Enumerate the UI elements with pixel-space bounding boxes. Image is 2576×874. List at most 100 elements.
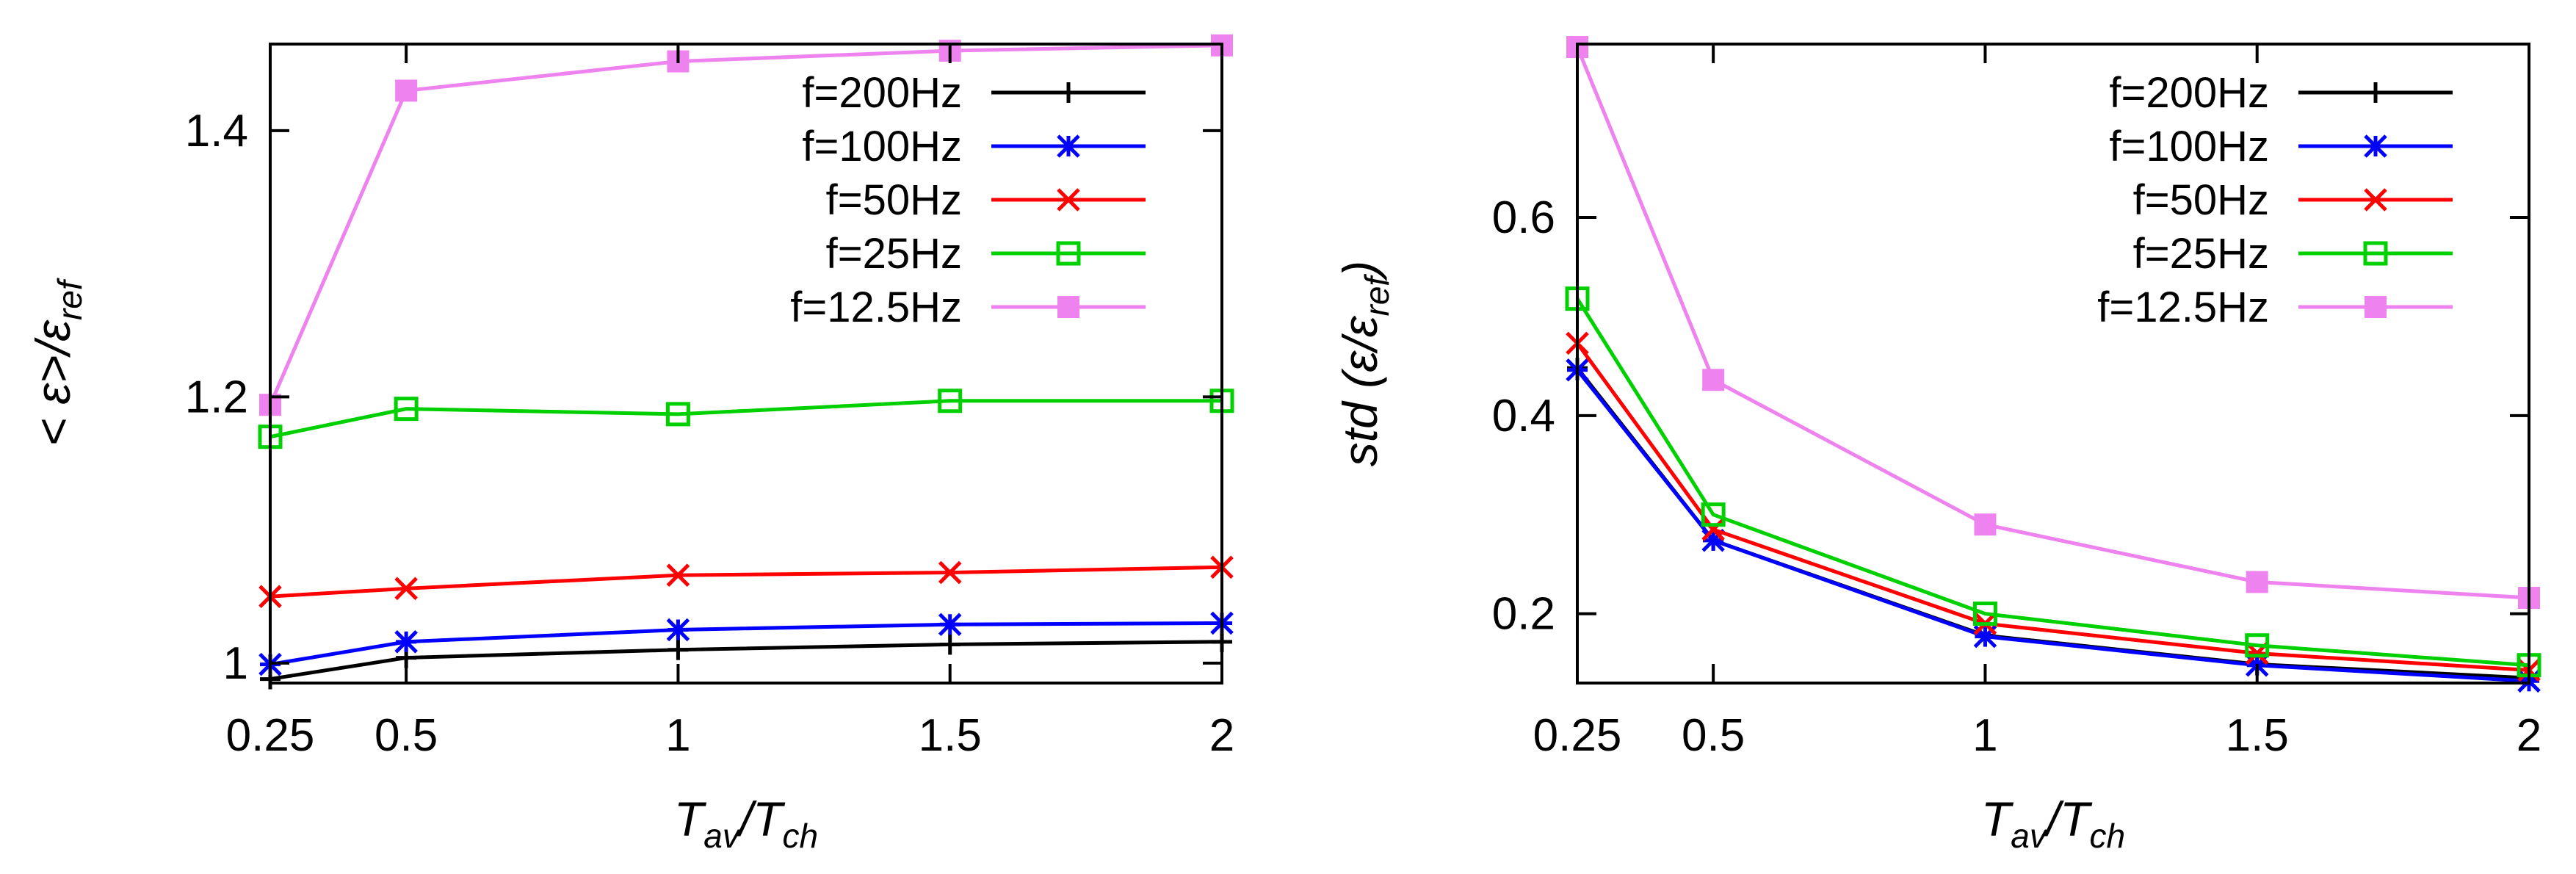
chart-1-y-axis-title-sub: ref (51, 278, 89, 320)
chart-2-y-tick-label-1: 0.2 (1492, 589, 1555, 640)
chart-2-legend-label-1: f=200Hz (2109, 69, 2269, 117)
chart-2-plot-frame (1576, 43, 2530, 685)
chart-2-x-axis-title: Tav/Tch (1981, 792, 2125, 855)
chart-1-x-tick-label-4: 1.5 (919, 710, 982, 761)
chart-1-legend-marker-1 (1058, 82, 1079, 103)
chart-1-series-1-point-4 (939, 634, 960, 655)
chart-1-legend-marker-3 (1057, 188, 1080, 212)
chart-2-legend-label-3: f=50Hz (2133, 176, 2269, 224)
chart-2-legend-marker-2 (2364, 134, 2387, 158)
chart-2-x-tick-label-5: 2 (2517, 710, 2541, 761)
chart-1-series-2-point-4-d2 (938, 613, 962, 637)
chart-1-series-4-point-4-box (938, 389, 963, 413)
chart-2-series-5-point-4-box (2246, 571, 2268, 593)
chart-2-series-4-point-2 (1701, 502, 1726, 527)
chart-2-y-tick-label-3: 0.6 (1492, 192, 1555, 243)
chart-2-series-4-point-4-box (2245, 633, 2270, 658)
chart-2-y-axis-title-sub: ref (1358, 274, 1396, 317)
chart-1-series-2-point-3 (666, 618, 690, 642)
chart-2-series-4-point-3 (1972, 602, 1997, 626)
chart-2-legend-marker-4-box (2363, 241, 2388, 266)
chart-2-y-axis-title: std (ε/εref) (1333, 261, 1396, 466)
chart-1-series-2-point-2 (394, 630, 418, 654)
chart-1-series (258, 34, 1234, 690)
chart-2-x-tick-label-4: 1.5 (2226, 710, 2289, 761)
chart-2-legend-marker-3 (2364, 188, 2387, 212)
chart-1-legend-label-3: f=50Hz (826, 176, 962, 224)
chart-2-legend-marker-1 (2365, 82, 2386, 103)
chart-2-x-tick-label-1: 0.25 (1533, 710, 1622, 761)
chart-1-y-axis-title-main: < ε>/ε (26, 319, 80, 447)
chart-1-y-axis-title: < ε>/εref (26, 278, 89, 447)
chart-2-series-4-point-3-box (1972, 602, 1997, 626)
chart-1-series-2-point-4 (938, 613, 962, 637)
chart-1-legend-marker-4-box (1056, 241, 1081, 266)
chart-1-plot-frame (269, 43, 1223, 685)
chart-2-series-2-point-2 (1701, 528, 1725, 552)
chart-2-series-3-point-2-d2 (1701, 518, 1725, 541)
chart-1-y-tick-label-3: 1.4 (185, 106, 248, 156)
chart-1-series-5-point-2 (395, 79, 418, 102)
chart-2-legend: f=200Hz f=100Hz f=50Hz f=25Hz f=12.5Hz (2097, 69, 2453, 331)
chart-1-series-4-point-3-box (665, 402, 690, 427)
chart-1-series-4-point-2-box (394, 397, 419, 422)
chart-2-y-axis-title-main: std (ε/ε (1333, 315, 1387, 466)
chart-2-series-4-line (1575, 297, 2530, 668)
chart-1-y-tick-label-1: 1 (223, 638, 248, 689)
chart-2-series-4-point-2-box (1701, 502, 1726, 527)
chart-2-legend-marker-5 (2365, 296, 2387, 318)
chart-2-series-4-point-4 (2245, 633, 2270, 658)
chart-2-series-5-point-2-box (1702, 369, 1725, 391)
chart-1-legend-marker-2 (1057, 134, 1080, 158)
chart-1-legend-label-1: f=200Hz (802, 69, 962, 117)
chart-2-y-tick-label-2: 0.4 (1492, 391, 1555, 441)
chart-2-series-5-point-3-box (1974, 513, 1997, 536)
chart-2-series-5-point-3 (1974, 513, 1997, 536)
chart-1-legend-marker-5-box (1057, 296, 1079, 318)
chart-1-legend-marker-2-d2 (1057, 134, 1080, 158)
chart-2-x-tick-label-3: 1 (1972, 710, 1997, 761)
chart-1-series-3-point-3-d2 (666, 563, 690, 587)
chart-2-legend-label-5: f=12.5Hz (2097, 283, 2269, 331)
chart-1-legend-label-5: f=12.5Hz (790, 283, 962, 331)
chart-1-series-2-point-2-d2 (394, 630, 418, 654)
chart-2-series (1565, 36, 2541, 693)
chart-2-series-5-point-4 (2246, 571, 2268, 593)
chart-1-x-tick-label-5: 2 (1209, 710, 1234, 761)
chart-2-legend-marker-2-d2 (2364, 134, 2387, 158)
chart-2-x-axis-title-b: /T (2044, 792, 2093, 846)
chart-1-legend-label-4: f=25Hz (826, 230, 962, 278)
chart-1-y-tick-label-2: 1.2 (185, 372, 248, 422)
chart-2-series-3-point-2 (1701, 518, 1725, 541)
chart-2: 0.25 0.5 1 1.5 2 0.2 0.4 0.6 Tav/Tch std (ε/εref)… (1333, 36, 2541, 855)
chart-2-legend-marker-3-d2 (2364, 188, 2387, 212)
chart-2-x-axis-title-a: T (1981, 792, 2014, 846)
chart-2-legend-marker-5-box (2365, 296, 2387, 318)
chart-2-x-axis-title-a-sub: av (2011, 817, 2049, 855)
chart-1-series-4-line (269, 399, 1222, 439)
chart-1-series-3-point-4-d2 (938, 560, 962, 585)
chart-1-legend: f=200Hz f=100Hz f=50Hz f=25Hz f=12.5Hz (790, 69, 1146, 331)
chart-1-series-5-point-2-box (395, 79, 418, 102)
chart-2-x-axis-title-b-sub: ch (2089, 817, 2125, 855)
chart-1-series-4-point-3 (665, 402, 690, 427)
chart-1-series-3-point-2-d2 (394, 577, 418, 601)
chart-1-series-3-point-4 (938, 560, 962, 585)
chart-1-series-3-point-3 (666, 563, 690, 587)
chart-2-series-5-point-2 (1702, 369, 1725, 391)
chart-2-legend-label-4: f=25Hz (2133, 230, 2269, 278)
chart-2-legend-label-2: f=100Hz (2109, 123, 2269, 170)
chart-1-x-axis-title-a: T (674, 792, 707, 846)
chart-1-legend-marker-4 (1056, 241, 1081, 266)
chart-2-legend-marker-4 (2363, 241, 2388, 266)
chart-1-x-axis-title-b: /T (737, 792, 786, 846)
chart-1-x-tick-label-3: 1 (665, 710, 690, 761)
chart-1-x-tick-label-1: 0.25 (226, 710, 315, 761)
chart-1-x-tick-label-2: 0.5 (375, 710, 438, 761)
chart-1-legend-marker-3-d2 (1057, 188, 1080, 212)
chart-1-legend-label-2: f=100Hz (802, 123, 962, 170)
chart-1-series-1-point-3 (667, 639, 689, 660)
chart-1-legend-marker-5 (1057, 296, 1079, 318)
chart-1-series-2-point-3-d2 (666, 618, 690, 642)
